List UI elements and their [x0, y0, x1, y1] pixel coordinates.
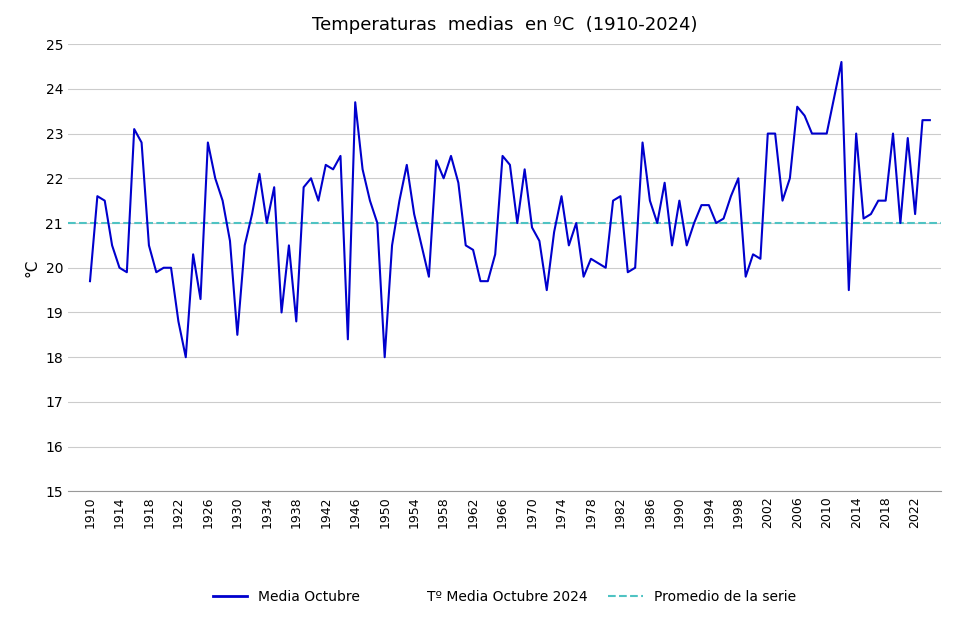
- Legend: Media Octubre, Tº Media Octubre 2024, Promedio de la serie: Media Octubre, Tº Media Octubre 2024, Pr…: [206, 585, 801, 610]
- Y-axis label: °C: °C: [24, 258, 40, 277]
- Title: Temperaturas  medias  en ºC  (1910-2024): Temperaturas medias en ºC (1910-2024): [311, 16, 697, 34]
